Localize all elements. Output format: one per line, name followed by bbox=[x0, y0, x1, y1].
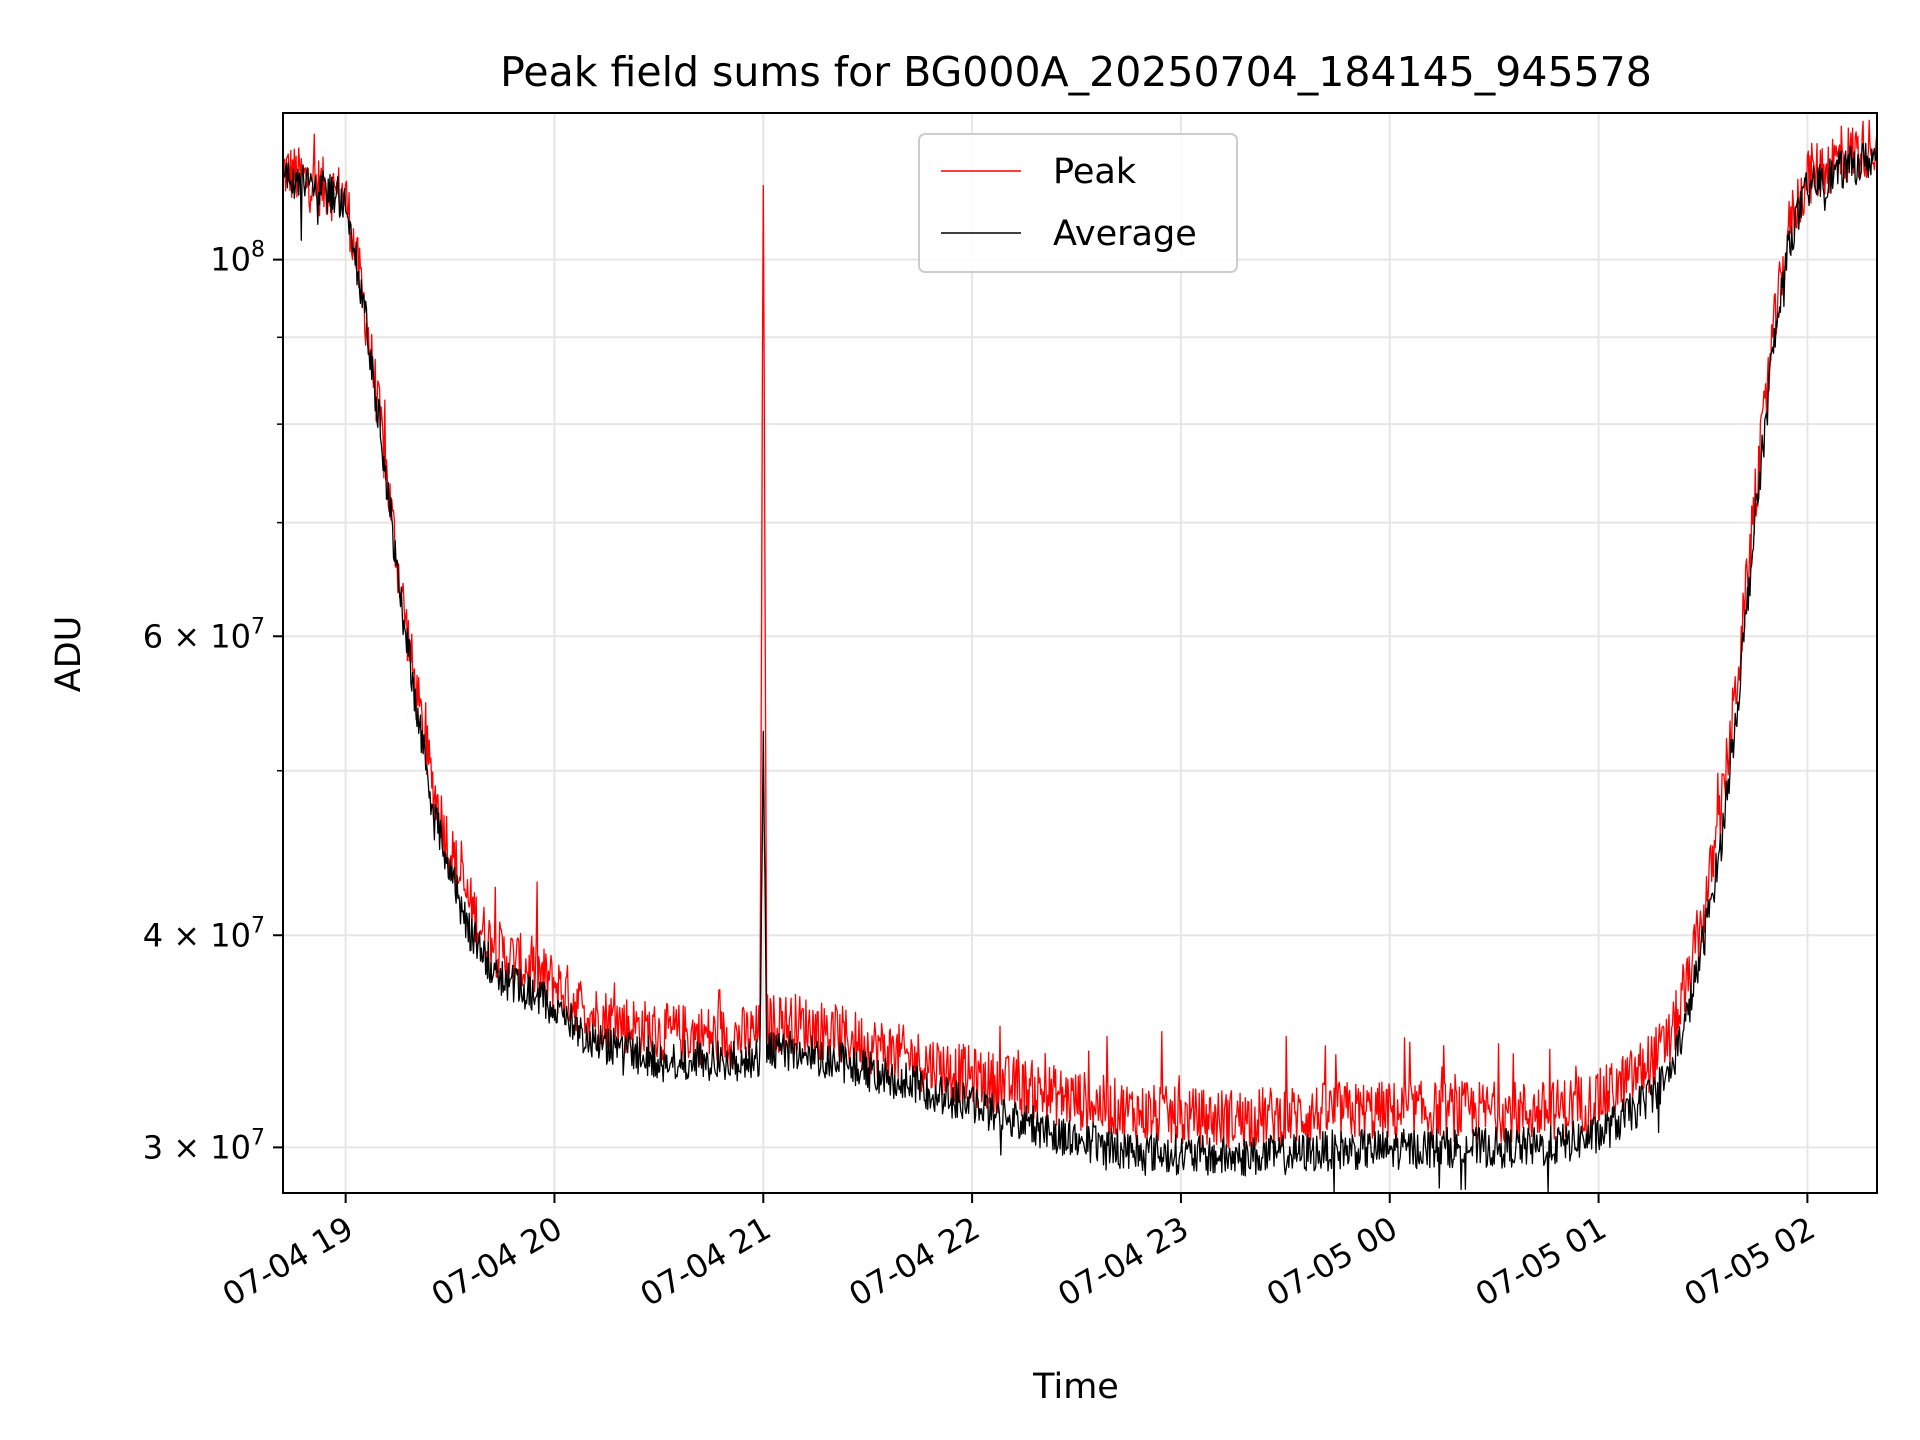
y-tick-label: 4 × 107 bbox=[143, 913, 265, 954]
y-tick-label: 6 × 107 bbox=[143, 614, 265, 655]
legend-label-peak: Peak bbox=[1053, 152, 1137, 192]
series-line-peak bbox=[282, 119, 1878, 1150]
legend-label-average: Average bbox=[1053, 214, 1197, 254]
axes-frame bbox=[282, 112, 1878, 1194]
legend-box bbox=[918, 133, 1238, 273]
y-axis-label: ADU bbox=[49, 616, 89, 693]
y-tick-label: 108 bbox=[210, 238, 265, 279]
legend: Peak Average bbox=[918, 133, 1238, 273]
series-line-average bbox=[282, 141, 1878, 1194]
series-layer bbox=[282, 119, 1878, 1194]
chart-title: Peak field sums for BG000A_20250704_1841… bbox=[500, 48, 1652, 96]
y-tick-label: 3 × 107 bbox=[143, 1125, 265, 1166]
x-axis-label: Time bbox=[1032, 1367, 1119, 1407]
